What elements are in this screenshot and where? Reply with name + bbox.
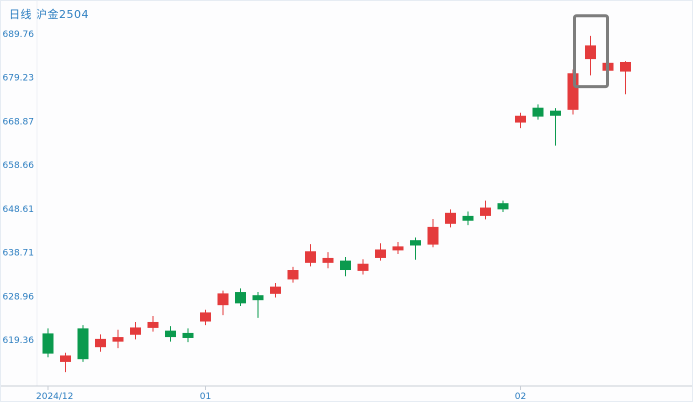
highlight-box[interactable] (573, 14, 609, 89)
candle-8[interactable] (182, 328, 194, 343)
y-tick-label: 638.71 (3, 249, 35, 259)
candle-28[interactable] (532, 104, 544, 120)
candle-body (42, 333, 54, 354)
candle-22[interactable] (427, 218, 439, 248)
y-tick-label: 658.66 (3, 161, 35, 171)
y-axis-labels: 689.76 679.23 668.87 658.66 648.61 638.71 628.… (3, 30, 35, 346)
candle-10[interactable] (217, 290, 229, 316)
candle-body (357, 263, 369, 271)
candle-18[interactable] (357, 259, 369, 275)
candle-31[interactable] (585, 35, 596, 76)
y-tick-label: 668.87 (3, 117, 35, 127)
candle-body (235, 292, 246, 304)
candle-body (427, 226, 439, 245)
candle-body (480, 207, 491, 216)
x-tick-label: 2024/12 (36, 392, 73, 402)
x-tick-label: 01 (200, 392, 211, 402)
candle-33[interactable] (620, 61, 631, 95)
candle-body (322, 257, 334, 263)
candle-7[interactable] (165, 326, 176, 342)
candle-body (620, 61, 631, 72)
candle-24[interactable] (462, 211, 474, 226)
candle-12[interactable] (252, 292, 264, 318)
candle-body (305, 251, 316, 263)
candle-body (462, 215, 474, 221)
y-tick-label: 679.23 (3, 74, 35, 84)
candle-body (60, 355, 71, 362)
candle-14[interactable] (287, 266, 299, 283)
candle-4[interactable] (112, 329, 124, 349)
candle-body (497, 203, 509, 210)
candle-27[interactable] (515, 112, 526, 129)
candle-body (77, 328, 89, 360)
candle-body (252, 295, 264, 301)
candle-body (532, 107, 544, 117)
candle-body (112, 337, 124, 342)
candle-26[interactable] (497, 200, 509, 212)
y-tick-label: 628.96 (3, 292, 35, 302)
candle-13[interactable] (270, 283, 281, 298)
chart-title: 日线 沪金2504 (9, 8, 89, 21)
candle-body (340, 260, 351, 271)
candle-20[interactable] (392, 241, 404, 254)
candle-25[interactable] (480, 200, 491, 220)
candle-body (375, 249, 386, 258)
candle-29[interactable] (550, 108, 561, 146)
candle-body (515, 115, 526, 123)
y-tick-label: 648.61 (3, 205, 35, 215)
x-tick-label: 02 (515, 392, 526, 402)
candle-body (95, 338, 106, 348)
candle-body (130, 327, 141, 335)
y-tick-label: 619.36 (3, 336, 35, 346)
candle-19[interactable] (375, 243, 386, 261)
candle-16[interactable] (322, 252, 334, 269)
candle-1[interactable] (60, 352, 71, 373)
candle-body (200, 312, 211, 322)
candle-0[interactable] (42, 328, 54, 358)
candle-body (287, 270, 299, 280)
candle-9[interactable] (200, 309, 211, 326)
candle-body (410, 240, 421, 246)
candle-5[interactable] (130, 321, 141, 340)
candle-body (567, 73, 579, 110)
y-tick-label: 689.76 (3, 30, 35, 40)
candle-body (147, 321, 159, 328)
candle-body (270, 286, 281, 294)
candle-body (217, 293, 229, 306)
x-axis-labels: 2024/12 01 02 (36, 386, 526, 402)
candle-6[interactable] (147, 316, 159, 332)
candle-21[interactable] (410, 237, 421, 260)
candle-3[interactable] (95, 334, 106, 352)
candle-body (550, 110, 561, 116)
candle-17[interactable] (340, 257, 351, 277)
candle-11[interactable] (235, 288, 246, 307)
candle-15[interactable] (305, 244, 316, 267)
candle-2[interactable] (77, 325, 89, 362)
candle-body (165, 330, 176, 338)
candle-body (445, 212, 456, 224)
candle-23[interactable] (445, 209, 456, 228)
candle-body (392, 246, 404, 251)
candle-body (182, 332, 194, 338)
candle-body (585, 45, 596, 60)
